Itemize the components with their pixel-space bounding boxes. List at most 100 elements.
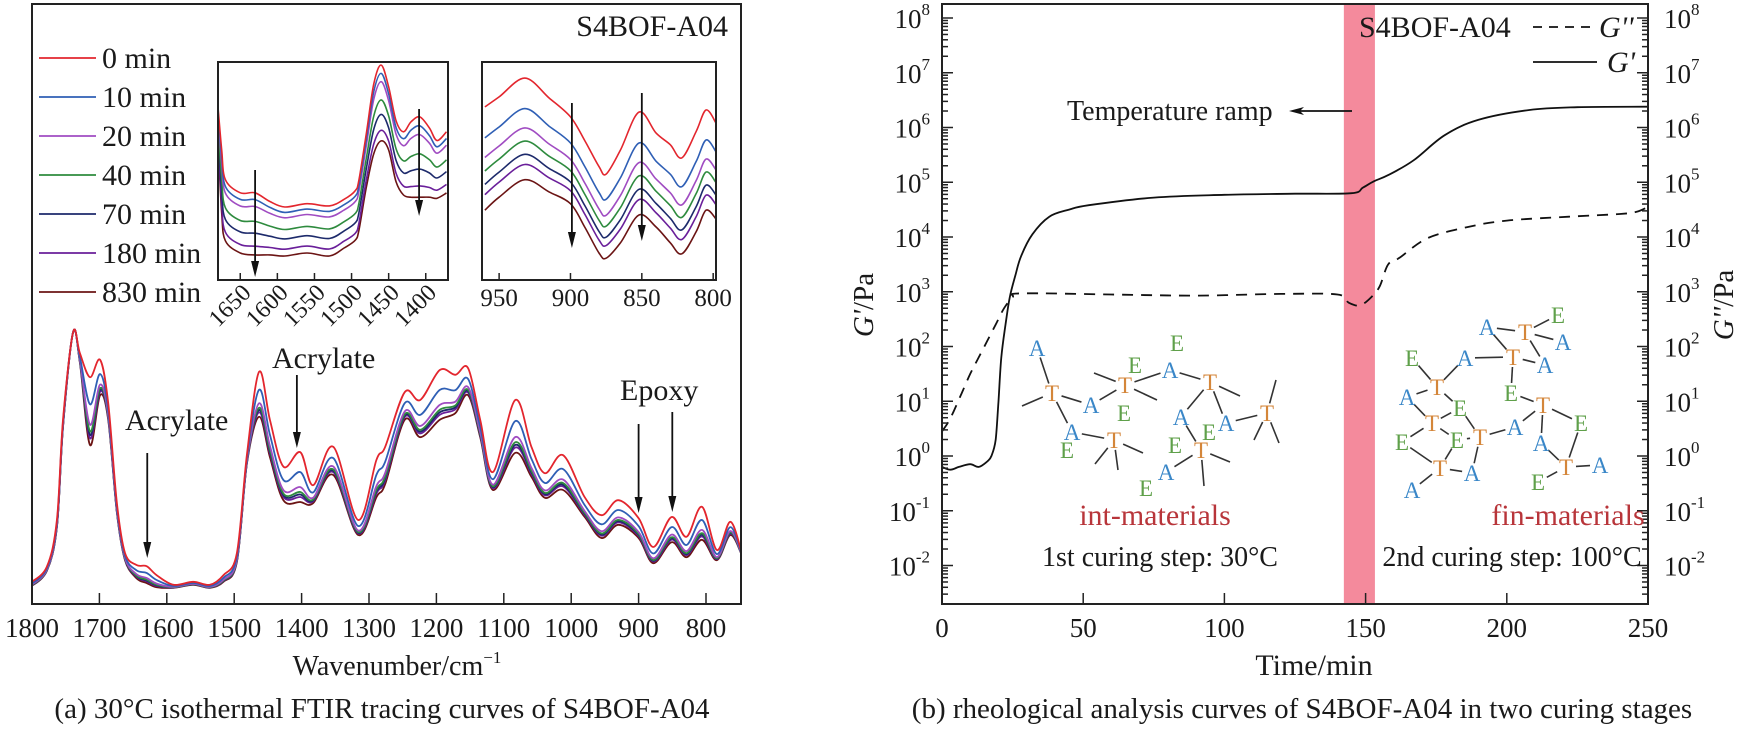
network-node-E: E [1450, 428, 1464, 453]
network-bond [1551, 408, 1573, 420]
y-tick-exponent: 5 [922, 164, 931, 183]
inset-arrow [637, 93, 646, 241]
arrow-head [637, 225, 646, 241]
network-bond [1413, 403, 1426, 417]
network-bond [1039, 357, 1050, 384]
y-tick-label-left: 104 [895, 219, 931, 253]
network-bond [1510, 366, 1514, 384]
network-bond [1419, 473, 1433, 485]
network-node-A: A [1464, 461, 1481, 486]
network-node-E: E [1139, 476, 1153, 501]
y-tick-base: 10 [895, 168, 922, 198]
ftir-main-plot-area [32, 328, 741, 589]
x-tick-label: 1300 [342, 613, 396, 643]
network-bond [1185, 425, 1197, 442]
network-bond [1410, 427, 1424, 438]
y-tick-exponent: 4 [1691, 219, 1700, 238]
network-bond-stub [1201, 459, 1205, 487]
y-tick-base: 10 [895, 333, 922, 363]
legend-item: 0 min [39, 42, 171, 75]
network-node-E: E [1574, 411, 1588, 436]
network-bond [1520, 395, 1534, 403]
y-tick-base: 10 [895, 59, 922, 89]
y-tick-exponent: 3 [1691, 274, 1700, 293]
network-node-T: T [1203, 370, 1217, 395]
network-node-E: E [1168, 433, 1182, 458]
inset-arrow [251, 170, 260, 277]
legend-item: 830 min [39, 276, 201, 309]
x-tick-label: 1800 [5, 613, 59, 643]
y-tick-label-left: 10-2 [889, 548, 930, 582]
y-tick-exponent: -1 [916, 493, 930, 512]
network-node-A: A [1399, 385, 1416, 410]
network-bond [1546, 471, 1558, 478]
arrow-head [1289, 107, 1304, 115]
y-tick-label-left: 106 [895, 110, 931, 144]
network-bond [1081, 433, 1105, 439]
y-tick-exponent: -2 [1691, 548, 1705, 567]
network-bond [1575, 464, 1591, 468]
y-tick-base: 10 [1664, 552, 1691, 582]
network-node-A: A [1537, 353, 1554, 378]
network-bond [1473, 446, 1479, 464]
y-tick-exponent: 5 [1691, 164, 1700, 183]
inset-spectrum-line [218, 72, 448, 214]
arrow-acrylate-2 [292, 375, 301, 448]
y-tick-label-right: 100 [1664, 438, 1700, 472]
inset-spectrum-line [484, 178, 716, 260]
y-tick-label-right: 101 [1664, 383, 1700, 417]
x-tick-label: 50 [1070, 613, 1097, 643]
network-node-A: A [1479, 315, 1496, 340]
temperature-ramp-band [1343, 5, 1375, 603]
network-bond [1179, 372, 1201, 380]
x-tick-label: 150 [1345, 613, 1386, 643]
legend-label-loss-modulus: G'' [1599, 11, 1634, 44]
network-node-T: T [1506, 345, 1520, 370]
x-tick-label: 1100 [477, 613, 530, 643]
inset-2: 950 900 850 800 [480, 61, 732, 312]
network-node-E: E [1170, 331, 1184, 356]
network-bond-stub [1269, 421, 1280, 444]
y-tick-exponent: 3 [922, 274, 931, 293]
x-tick-label: 1600 [140, 613, 194, 643]
y-axis-symbol: G'' [1708, 306, 1740, 340]
y-tick-exponent: -2 [916, 548, 930, 567]
network-node-T: T [1433, 456, 1447, 481]
x-tick-label: 1700 [72, 613, 126, 643]
y-tick-label-left: 10-1 [889, 493, 930, 527]
y-tick-label-left: 103 [895, 274, 931, 308]
network-bond [1465, 415, 1475, 430]
caption-a: (a) 30°C isothermal FTIR tracing curves … [54, 693, 710, 725]
y-tick-base: 10 [1664, 442, 1691, 472]
network-bond-stub [1114, 449, 1119, 471]
arrow-epoxy-2 [668, 412, 677, 512]
y-tick-base: 10 [1664, 168, 1691, 198]
inset-spectrum-line [484, 107, 716, 201]
x-tick-label: 1500 [207, 613, 261, 643]
network-node-A: A [1507, 415, 1524, 440]
legend-label: 0 min [102, 42, 171, 75]
network-bond-stub [1094, 447, 1109, 465]
network-bond [1529, 340, 1541, 357]
y-tick-base: 10 [1664, 4, 1691, 34]
inset-spectrum-line [484, 127, 716, 217]
sample-title: S4BOF-A04 [576, 10, 728, 43]
network-node-T: T [1107, 428, 1121, 453]
y-tick-label-right: 105 [1664, 164, 1700, 198]
network-bond-stub [1253, 421, 1264, 441]
network-bond [1055, 401, 1069, 424]
arrow-head [567, 232, 576, 248]
network-node-A: A [1083, 393, 1100, 418]
network-node-T: T [1473, 425, 1487, 450]
y-tick-base: 10 [1664, 114, 1691, 144]
network-bond [1099, 389, 1117, 401]
fin-materials-label: fin-materials [1491, 499, 1644, 532]
y-tick-base: 10 [895, 442, 922, 472]
network-node-E: E [1202, 420, 1216, 445]
inset-spectrum-line [218, 113, 447, 240]
y-tick-base: 10 [889, 552, 916, 582]
network-bond [1212, 391, 1224, 414]
